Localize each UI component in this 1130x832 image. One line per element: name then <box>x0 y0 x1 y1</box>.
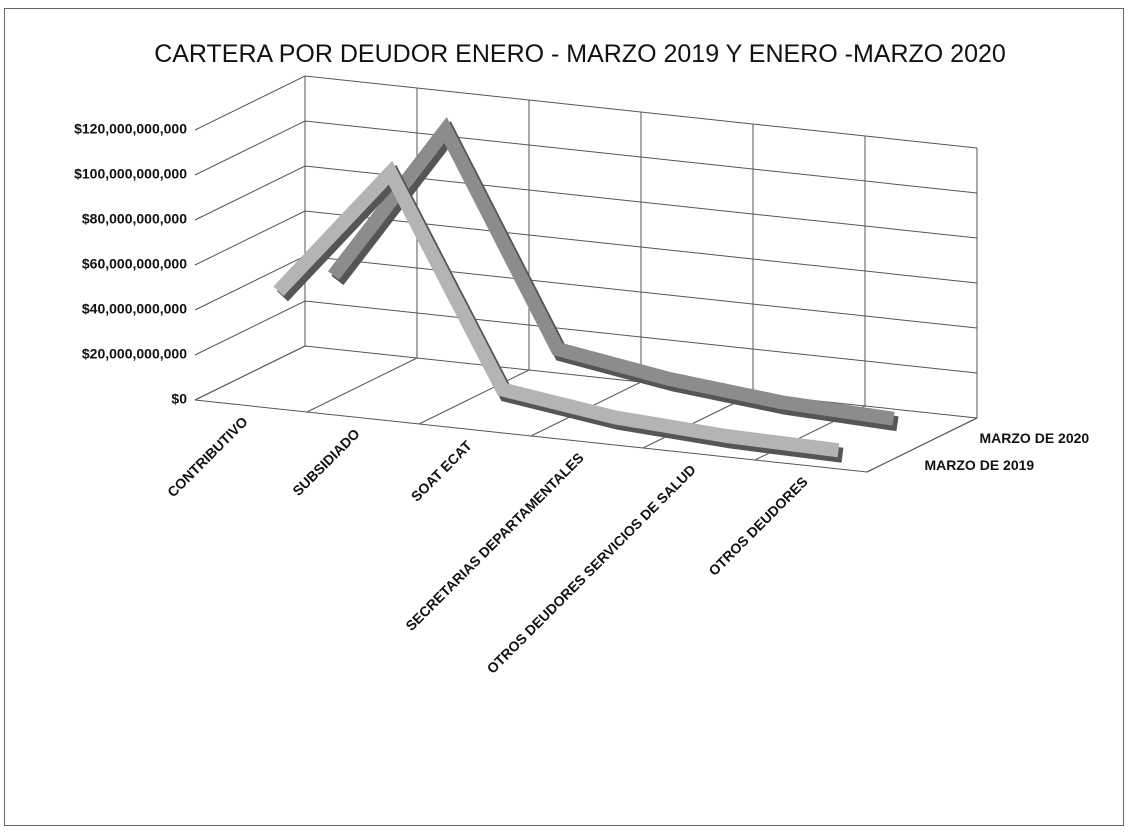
y-tick-label: $80,000,000,000 <box>82 211 187 227</box>
grid-line <box>194 165 978 239</box>
chart-frame <box>4 8 1124 826</box>
x-tick-label: SUBSIDIADO <box>289 425 363 499</box>
series-shadow <box>277 164 844 463</box>
chart-title: CARTERA POR DEUDOR ENERO - MARZO 2019 Y … <box>154 40 1006 68</box>
x-tick-label: SOAT ECAT <box>408 437 475 504</box>
y-tick-label: $20,000,000,000 <box>82 346 187 362</box>
series-line <box>273 160 840 458</box>
floor-line <box>194 345 306 401</box>
series-line <box>327 116 895 426</box>
y-tick-label: $40,000,000,000 <box>82 301 187 317</box>
y-tick-label: $100,000,000,000 <box>74 166 187 182</box>
floor-line <box>418 369 530 425</box>
grid-line <box>194 75 978 149</box>
floor-edge <box>194 399 978 473</box>
y-tick-label: $60,000,000,000 <box>82 256 187 272</box>
grid-line <box>194 120 978 194</box>
y-tick-label: $120,000,000,000 <box>74 121 187 137</box>
x-tick-label: CONTRIBUTIVO <box>164 413 251 500</box>
legend-label: MARZO DE 2019 <box>925 457 1035 473</box>
x-tick-label: OTROS DEUDORES <box>705 473 810 578</box>
x-tick-label: OTROS DEUDORES SERVICIOS DE SALUD <box>484 461 699 676</box>
y-tick-label: $0 <box>171 391 187 407</box>
series-shadow <box>331 121 899 432</box>
floor-line <box>306 357 418 413</box>
legend-label: MARZO DE 2020 <box>980 430 1090 446</box>
